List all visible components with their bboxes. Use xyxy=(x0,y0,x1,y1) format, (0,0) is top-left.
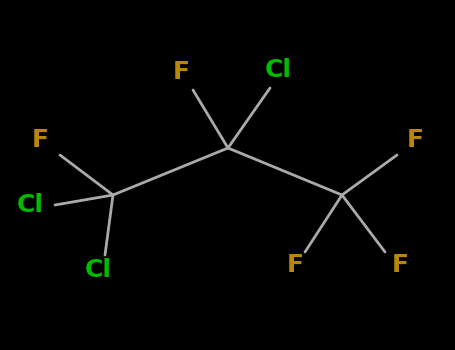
Text: F: F xyxy=(406,128,424,152)
Text: F: F xyxy=(172,60,189,84)
Text: F: F xyxy=(391,253,409,277)
Text: Cl: Cl xyxy=(264,58,292,82)
Text: F: F xyxy=(31,128,49,152)
Text: F: F xyxy=(287,253,303,277)
Text: Cl: Cl xyxy=(16,193,44,217)
Text: Cl: Cl xyxy=(85,258,111,282)
